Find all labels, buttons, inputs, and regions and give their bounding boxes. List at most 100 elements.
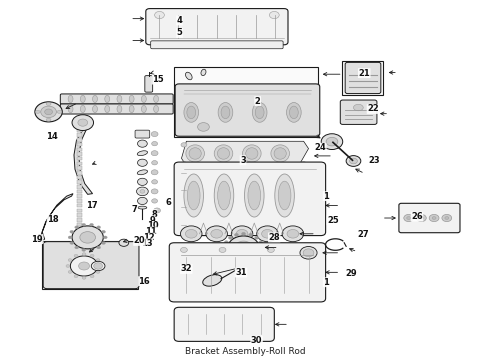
Circle shape <box>152 161 158 165</box>
Text: 19: 19 <box>31 235 43 244</box>
Ellipse shape <box>184 103 198 122</box>
FancyBboxPatch shape <box>174 307 274 341</box>
Circle shape <box>197 123 209 131</box>
Ellipse shape <box>359 70 367 77</box>
FancyBboxPatch shape <box>175 84 320 136</box>
Ellipse shape <box>91 261 105 271</box>
Text: 9: 9 <box>149 216 155 225</box>
Text: 28: 28 <box>269 233 280 242</box>
Circle shape <box>138 178 147 185</box>
Ellipse shape <box>68 95 73 103</box>
Ellipse shape <box>252 103 267 122</box>
Circle shape <box>303 249 314 257</box>
Circle shape <box>41 106 56 118</box>
Text: 30: 30 <box>251 336 262 345</box>
Ellipse shape <box>138 206 147 209</box>
Circle shape <box>180 247 187 252</box>
Text: 2: 2 <box>255 96 261 105</box>
Bar <box>77 166 82 170</box>
Bar <box>77 213 82 217</box>
Ellipse shape <box>189 148 201 159</box>
Text: 1: 1 <box>323 278 329 287</box>
Circle shape <box>35 102 62 122</box>
Circle shape <box>442 215 452 222</box>
Ellipse shape <box>129 95 134 103</box>
Bar <box>77 180 82 184</box>
Circle shape <box>152 180 158 184</box>
Circle shape <box>103 236 107 239</box>
Ellipse shape <box>255 106 264 119</box>
Ellipse shape <box>117 105 122 113</box>
Circle shape <box>75 226 79 229</box>
Ellipse shape <box>93 105 98 113</box>
Bar <box>77 176 82 179</box>
Circle shape <box>242 260 245 262</box>
Ellipse shape <box>35 111 40 113</box>
Circle shape <box>151 151 158 156</box>
Circle shape <box>82 253 86 256</box>
Ellipse shape <box>218 181 230 210</box>
Ellipse shape <box>214 174 234 217</box>
Circle shape <box>70 230 74 233</box>
Circle shape <box>138 159 147 166</box>
Circle shape <box>224 251 228 254</box>
Ellipse shape <box>80 105 85 113</box>
Ellipse shape <box>248 181 261 210</box>
Bar <box>77 194 82 198</box>
Circle shape <box>228 237 232 239</box>
Circle shape <box>206 226 227 242</box>
Circle shape <box>270 12 279 19</box>
Circle shape <box>326 137 338 146</box>
Circle shape <box>228 236 259 259</box>
FancyBboxPatch shape <box>345 62 381 94</box>
Bar <box>77 227 82 231</box>
FancyBboxPatch shape <box>169 243 326 302</box>
Circle shape <box>151 170 158 175</box>
Circle shape <box>74 275 78 278</box>
FancyBboxPatch shape <box>146 9 288 45</box>
Ellipse shape <box>154 95 159 103</box>
FancyBboxPatch shape <box>340 100 377 125</box>
Circle shape <box>78 262 90 270</box>
Ellipse shape <box>218 148 230 159</box>
Bar <box>77 222 82 226</box>
Text: 4: 4 <box>176 16 182 25</box>
Circle shape <box>74 254 78 257</box>
Circle shape <box>80 231 96 243</box>
FancyBboxPatch shape <box>43 242 139 289</box>
Circle shape <box>349 158 357 164</box>
Ellipse shape <box>203 275 222 286</box>
Circle shape <box>255 256 259 258</box>
Ellipse shape <box>142 105 147 113</box>
Circle shape <box>223 246 227 249</box>
Circle shape <box>419 217 423 220</box>
Circle shape <box>155 12 164 19</box>
Circle shape <box>228 256 232 258</box>
Circle shape <box>321 134 343 149</box>
Circle shape <box>97 226 100 229</box>
FancyBboxPatch shape <box>42 241 138 289</box>
FancyBboxPatch shape <box>60 104 173 114</box>
FancyBboxPatch shape <box>145 76 153 92</box>
Ellipse shape <box>137 151 147 156</box>
Text: 1: 1 <box>323 192 329 201</box>
Ellipse shape <box>218 103 233 122</box>
Ellipse shape <box>187 106 196 119</box>
Circle shape <box>101 230 105 233</box>
Ellipse shape <box>245 174 264 217</box>
Circle shape <box>90 223 94 226</box>
Circle shape <box>235 233 238 236</box>
Polygon shape <box>74 130 93 194</box>
Circle shape <box>240 244 247 250</box>
Ellipse shape <box>46 103 51 105</box>
Bar <box>77 218 82 221</box>
Circle shape <box>236 229 248 238</box>
Circle shape <box>82 223 86 226</box>
Circle shape <box>242 232 245 235</box>
Circle shape <box>90 248 94 251</box>
FancyBboxPatch shape <box>342 60 383 95</box>
Text: 17: 17 <box>86 201 98 210</box>
Ellipse shape <box>184 174 203 217</box>
Circle shape <box>211 229 222 238</box>
Circle shape <box>101 242 105 244</box>
